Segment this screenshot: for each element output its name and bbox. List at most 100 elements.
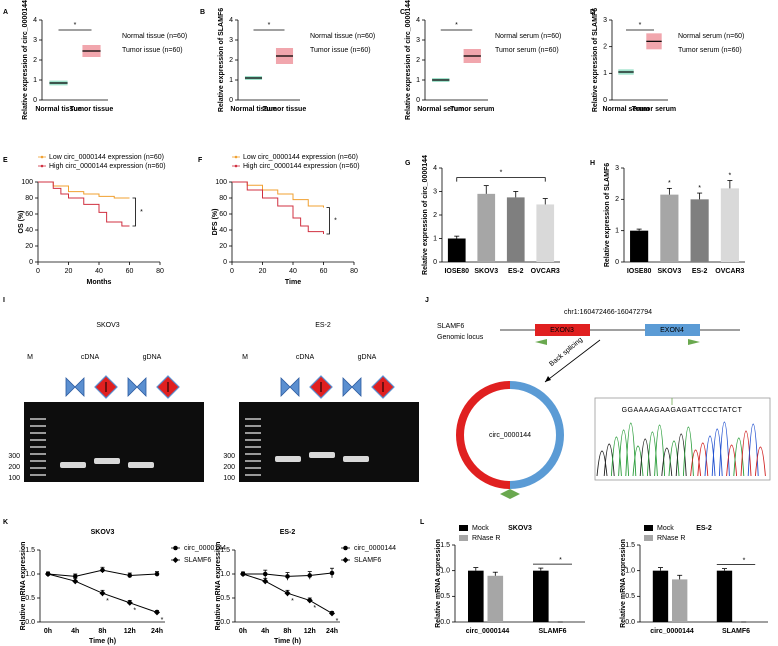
ladder-band (245, 432, 261, 434)
y-axis-label: Relative mRNA expression (620, 539, 627, 628)
panel-label: F (198, 157, 203, 164)
significance: * (161, 617, 164, 624)
ladder-band (30, 474, 46, 476)
y-tick-label: 1.0 (625, 568, 635, 575)
ladder-band (245, 446, 261, 448)
trace-peak (726, 444, 738, 477)
trace-peak (733, 437, 745, 477)
x-tick-label: OVCAR3 (531, 268, 560, 275)
point (262, 571, 268, 577)
gene-label: SLAMF6 (437, 323, 464, 330)
y-tick-label: 4 (416, 17, 420, 24)
significance: * (639, 22, 642, 29)
lane-label: gDNA (143, 354, 162, 361)
primer-icon (342, 377, 362, 397)
gel-band (60, 462, 86, 468)
y-tick-label: 0.0 (440, 619, 450, 626)
bar (468, 570, 484, 622)
x-tick-label: 0h (239, 628, 247, 635)
primer-arrow (535, 339, 547, 345)
panel-label: A (3, 9, 8, 16)
ladder-band (30, 460, 46, 462)
chart-title: SKOV3 (91, 529, 115, 536)
significance: * (140, 209, 143, 216)
y-tick-label: 20 (25, 243, 33, 250)
significance-bracket (132, 197, 136, 227)
panel-label: J (425, 297, 429, 304)
y-tick-label: 0.0 (625, 619, 635, 626)
x-tick-label: 20 (259, 268, 267, 275)
legend-swatch (644, 535, 653, 541)
y-axis-label: Relative expression of circ_0000144 (405, 0, 412, 120)
panel-label: I (3, 297, 5, 304)
x-tick-label: 0 (230, 268, 234, 275)
y-tick-label: 1 (433, 235, 437, 242)
x-tick-label: SLAMF6 (722, 628, 750, 635)
legend-label: Tumor serum (n=60) (678, 47, 742, 54)
point (240, 571, 246, 577)
x-tick-label: 12h (124, 628, 136, 635)
y-tick-label: 1.5 (625, 542, 635, 549)
x-tick-label: 80 (156, 268, 164, 275)
point (72, 578, 79, 585)
gel-band (128, 462, 154, 468)
size-label: 300 (8, 453, 20, 460)
y-tick-label: 1 (416, 77, 420, 84)
significance: * (133, 608, 136, 615)
trace-peak (625, 422, 637, 477)
bar (660, 194, 679, 262)
y-tick-label: 1.5 (25, 547, 35, 554)
significance: * (455, 22, 458, 29)
x-axis-label: Months (87, 279, 112, 286)
y-axis-label: Relative expression of SLAMF6 (592, 8, 599, 112)
circ-label: circ_0000144 (489, 432, 531, 439)
point (329, 570, 335, 576)
lane-label: gDNA (358, 354, 377, 361)
point (45, 571, 51, 577)
y-tick-label: 2 (33, 57, 37, 64)
trace-peak (754, 446, 766, 477)
x-tick-label: Normal tissue (230, 106, 276, 113)
y-axis-label: Relative expression of SLAMF6 (604, 163, 611, 267)
trace-peak (654, 424, 666, 477)
y-tick-label: 0 (29, 259, 33, 266)
locus-label: chr1:160472466-160472794 (564, 309, 652, 316)
x-tick-label: 20 (65, 268, 73, 275)
size-label: 300 (223, 453, 235, 460)
gel-image (239, 402, 419, 482)
ladder-band (30, 425, 46, 427)
ladder-band (30, 432, 46, 434)
x-tick-label: SKOV3 (474, 268, 498, 275)
primer-icon (280, 377, 300, 397)
y-tick-label: 1.5 (220, 547, 230, 554)
significance: * (743, 557, 746, 564)
primer-arrow (500, 489, 510, 499)
y-axis-label: Relative expression of circ_0000144 (422, 155, 429, 275)
point (262, 578, 269, 585)
legend-label: Normal serum (n=60) (678, 33, 744, 40)
y-tick-label: 20 (219, 243, 227, 250)
legend-marker (173, 545, 178, 551)
significance: * (106, 598, 109, 605)
y-tick-label: 0 (229, 97, 233, 104)
x-tick-label: 60 (320, 268, 328, 275)
y-axis-label: DFS (%) (212, 209, 219, 236)
y-tick-label: 0 (33, 97, 37, 104)
x-tick-label: 24h (326, 628, 338, 635)
size-label: 200 (8, 464, 20, 471)
y-tick-label: 4 (433, 165, 437, 172)
y-tick-label: 2 (603, 44, 607, 51)
bar (487, 575, 504, 622)
primer-arrow (688, 339, 700, 345)
legend-label: Low circ_0000144 expression (n=60) (49, 154, 164, 161)
point (72, 574, 78, 579)
trace-peak (690, 449, 702, 477)
y-tick-label: 3 (615, 165, 619, 172)
legend-label: Tumor issue (n=60) (122, 47, 183, 54)
y-tick-label: 0.5 (625, 593, 635, 600)
significance: * (268, 22, 271, 29)
arrow-head (545, 376, 551, 382)
y-tick-label: 1.5 (440, 542, 450, 549)
lane-label: cDNA (296, 354, 315, 361)
significance: * (559, 557, 562, 564)
